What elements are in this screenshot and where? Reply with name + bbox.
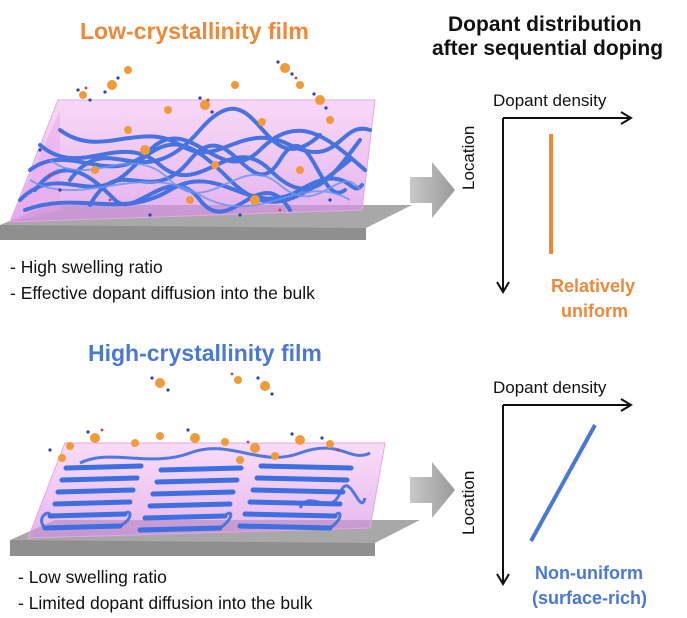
- graph1-description-line-1: Relatively: [551, 276, 636, 296]
- graph2-description-line-1: Non-uniform: [535, 563, 643, 583]
- bottom-bullet-2: - Limited dopant diffusion into the bulk: [18, 593, 313, 613]
- graph2-distribution-line: [529, 424, 597, 542]
- graph2-axes: [496, 398, 633, 586]
- graph2-x-axis-label: Dopant density: [493, 378, 607, 397]
- polymer-chains: [18, 106, 372, 214]
- dopant-molecules: [58, 376, 334, 464]
- low-crystallinity-title: Low-crystallinity film: [80, 18, 309, 44]
- graph2-description-line-2: (surface-rich): [532, 588, 648, 608]
- right-title-line-2: after sequential doping: [432, 37, 664, 60]
- graph1-axes: [496, 111, 633, 294]
- right-arrow-icon: [410, 162, 455, 218]
- graph2-y-axis-label: Location: [459, 470, 478, 535]
- low-crystallinity-film-illustration: [0, 60, 412, 240]
- bottom-bullet-1: - Low swelling ratio: [18, 567, 167, 587]
- graph1-description-line-2: uniform: [561, 301, 628, 321]
- graph1-x-axis-label: Dopant density: [493, 91, 607, 110]
- dopant-molecules: [79, 63, 334, 205]
- right-arrow-icon: [410, 462, 455, 518]
- high-crystallinity-title: High-crystallinity film: [88, 340, 322, 366]
- graph1-y-axis-label: Location: [459, 125, 478, 190]
- high-crystallinity-film-illustration: [10, 372, 420, 556]
- top-bullet-2: - Effective dopant diffusion into the bu…: [10, 283, 315, 303]
- right-title-line-1: Dopant distribution: [448, 13, 642, 36]
- top-bullet-1: - High swelling ratio: [10, 257, 163, 277]
